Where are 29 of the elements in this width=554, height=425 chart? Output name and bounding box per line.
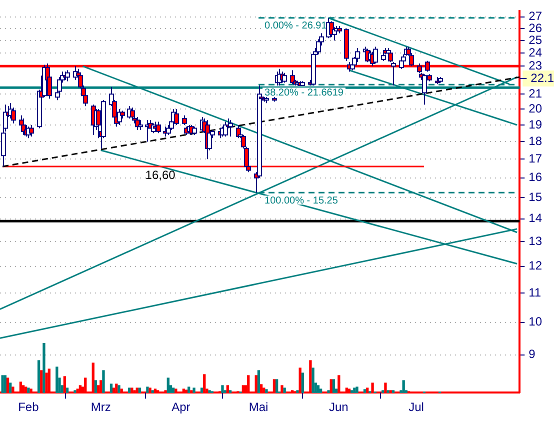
y-tick-label: 24	[528, 45, 542, 60]
series-label: 38.20% - 21.6619	[264, 87, 344, 98]
series-label: 0.00% - 26.91	[264, 20, 328, 32]
y-tick-label: 27	[528, 9, 542, 24]
text: 22.1	[530, 70, 554, 85]
x-tick-label: Jun	[329, 400, 348, 414]
y-tick-label: 23	[528, 58, 542, 72]
y-tick-label: 25	[528, 32, 542, 47]
annotation: 16,60	[145, 168, 176, 182]
x-tick-label: Feb	[18, 400, 40, 414]
y-tick-label: 9	[528, 347, 536, 362]
y-tick-label: 21	[528, 86, 542, 100]
x-tick-label: Jul	[408, 400, 424, 414]
y-tick-label: 13	[528, 234, 542, 248]
x-tick-label: Apr	[172, 400, 190, 414]
y-tick-label: 18	[528, 134, 542, 148]
x-tick-label: Mai	[248, 400, 268, 414]
y-tick-label: 10	[528, 314, 542, 329]
y-tick-label: 11	[528, 285, 542, 300]
y-tick-label: 12	[528, 258, 542, 273]
y-tick-label: 26	[528, 20, 542, 35]
y-tick-label: 15	[528, 190, 542, 204]
y-tick-label: 17	[528, 151, 542, 166]
y-tick-label: 19	[528, 117, 542, 132]
series-label: 100.00% - 15.25	[264, 195, 338, 206]
y-tick-label: 20	[528, 101, 542, 116]
y-tick-label: 14	[528, 211, 542, 226]
x-tick-label: Mrz	[90, 400, 111, 414]
y-tick-label: 16	[528, 170, 542, 184]
